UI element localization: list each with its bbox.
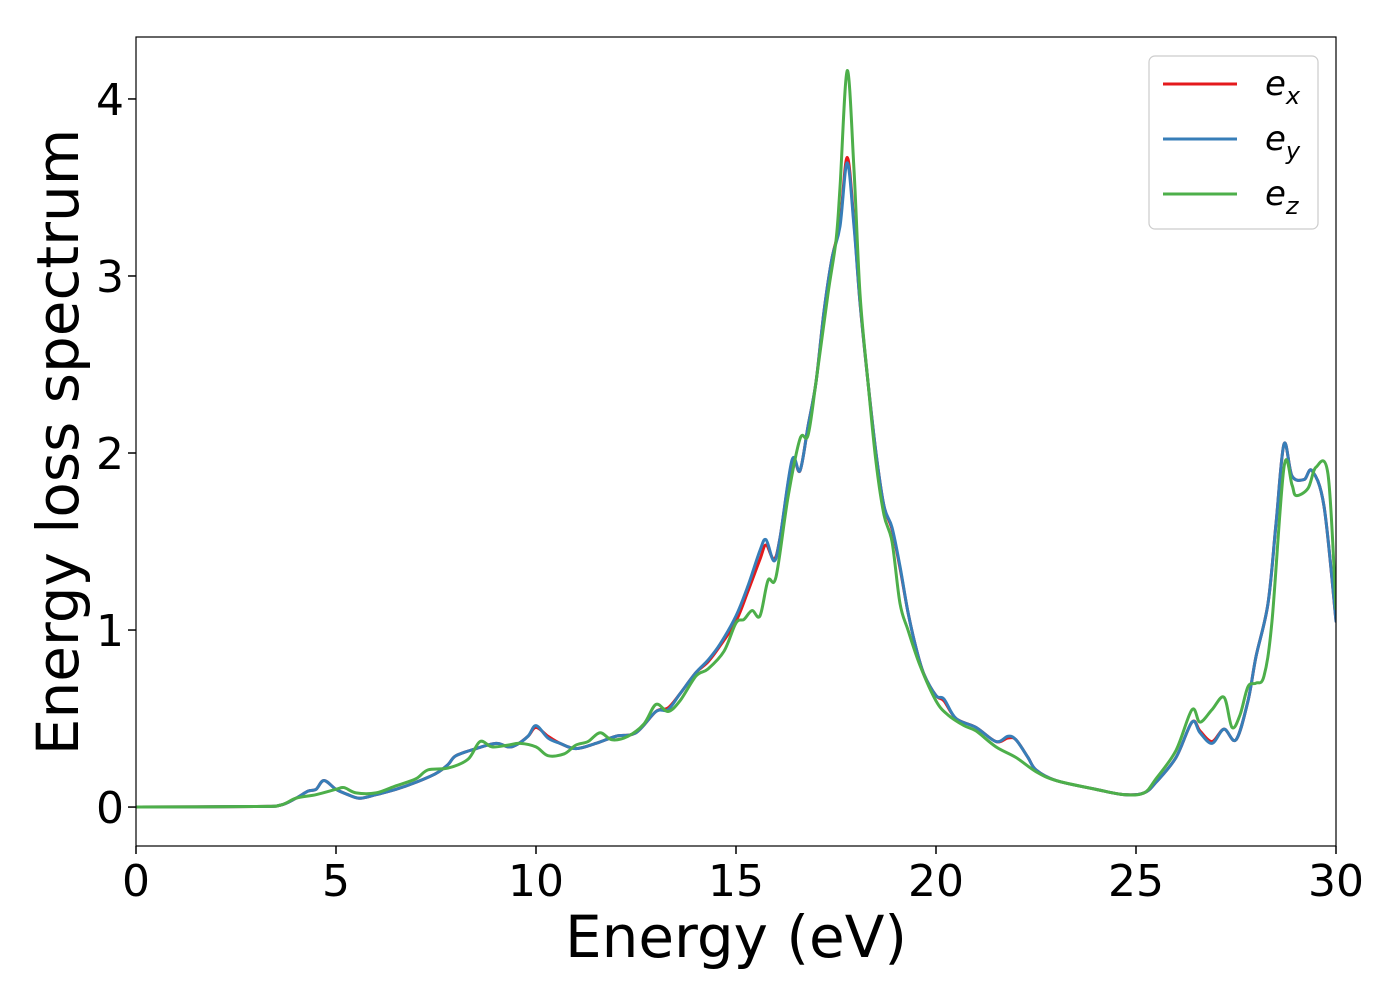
- x-tick-label: 10: [508, 856, 564, 907]
- x-tick-label: 20: [908, 856, 964, 907]
- series-line-z: [136, 69, 1336, 809]
- series-line-y: [136, 161, 1336, 809]
- y-tick-label: 2: [96, 429, 124, 480]
- y-axis-label: Energy loss spectrum: [24, 129, 92, 755]
- legend-label-x: ex: [1265, 64, 1301, 110]
- y-tick-label: 3: [96, 252, 124, 303]
- x-tick-label: 15: [708, 856, 764, 907]
- x-axis-label: Energy (eV): [565, 903, 907, 971]
- axes: 0 5 10 15 20 25 30 0 1 2 3 4: [96, 36, 1364, 907]
- x-tick-label: 25: [1108, 856, 1164, 907]
- x-tick-label: 0: [122, 856, 150, 907]
- plot-area: [136, 69, 1336, 809]
- series-line-x: [136, 155, 1336, 809]
- x-tick-label: 5: [322, 856, 350, 907]
- legend-box: [1148, 55, 1319, 230]
- y-tick-label: 1: [96, 606, 124, 657]
- x-tick-label: 30: [1308, 856, 1364, 907]
- y-tick-label: 0: [96, 783, 124, 834]
- y-tick-label: 4: [96, 75, 124, 126]
